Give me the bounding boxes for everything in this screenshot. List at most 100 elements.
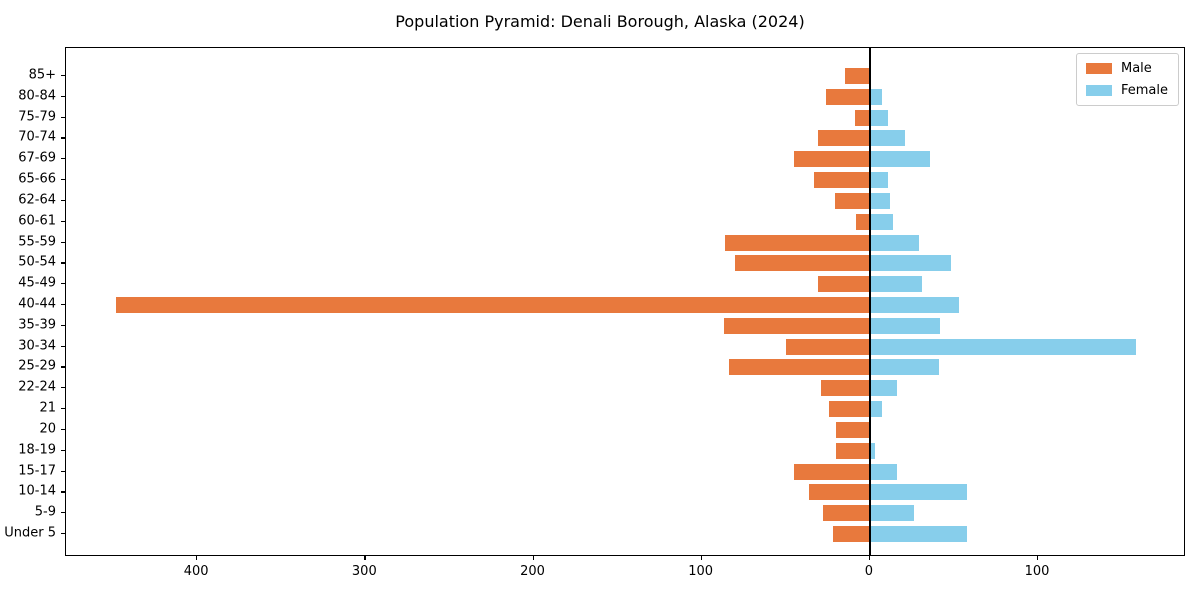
y-axis-label-40-44: 40-44: [18, 296, 56, 312]
y-axis-label-62-64: 62-64: [18, 192, 56, 208]
bar-male-21: [829, 401, 870, 418]
bar-female-10-14: [869, 484, 968, 501]
y-tick-mark: [61, 283, 65, 285]
bar-female-5-9: [869, 505, 914, 522]
y-tick-mark: [61, 199, 65, 202]
bar-female-under-5: [869, 526, 968, 542]
y-axis-label-67-69: 67-69: [18, 150, 56, 166]
plot-area: Male Female: [65, 47, 1185, 556]
bar-male-40-44: [116, 297, 870, 313]
female-legend-swatch: [1085, 85, 1112, 96]
x-axis-label-100-right: 100: [1024, 564, 1050, 579]
bar-male-25-29: [728, 359, 870, 376]
x-tick-mark: [532, 556, 534, 560]
bar-male-45-49: [817, 276, 870, 293]
bar-male-35-39: [723, 317, 870, 334]
y-tick-mark: [61, 304, 65, 306]
male-legend-label: Male: [1120, 61, 1152, 76]
bar-female-62-64: [869, 192, 891, 209]
bar-female-75-79: [869, 109, 889, 126]
bar-male-5-9: [822, 505, 870, 522]
y-tick-mark: [61, 75, 65, 77]
y-axis-label-70-74: 70-74: [18, 129, 56, 145]
bar-female-35-39: [869, 317, 941, 334]
x-axis-label-200-left: 200: [520, 564, 545, 579]
bar-female-50-54: [869, 255, 951, 272]
y-axis-label-20: 20: [39, 421, 56, 437]
x-axis-label-0-right: 0: [864, 564, 873, 579]
y-axis-label-85+: 85+: [28, 67, 56, 83]
chart-title: Population Pyramid: Denali Borough, Alas…: [395, 12, 805, 31]
y-axis-label-65-66: 65-66: [18, 171, 56, 187]
bar-male-80-84: [826, 88, 870, 105]
y-axis-label-25-29: 25-29: [18, 358, 56, 374]
x-axis-label-400-left: 400: [183, 564, 209, 579]
x-axis-label-100-left: 100: [688, 564, 714, 579]
y-axis-label-35-39: 35-39: [18, 317, 56, 333]
bar-male-10-14: [809, 484, 870, 501]
y-tick-mark: [61, 220, 65, 222]
zero-axis-line: [869, 48, 871, 555]
y-axis-label-80-84: 80-84: [18, 88, 56, 104]
y-axis-label-45-49: 45-49: [18, 275, 56, 291]
bar-female-55-59: [869, 234, 919, 251]
x-tick-mark: [196, 556, 198, 560]
legend: Male Female: [1075, 53, 1179, 106]
bar-male-67-69: [794, 151, 870, 168]
y-axis-label-60-61: 60-61: [18, 213, 56, 229]
y-tick-mark: [61, 345, 65, 347]
bar-male-15-17: [794, 463, 870, 480]
y-tick-mark: [61, 449, 65, 451]
y-axis-label-under-5: Under 5: [4, 525, 56, 541]
x-tick-mark: [1037, 556, 1039, 560]
y-axis-label-55-59: 55-59: [18, 234, 56, 250]
legend-item-female: Female: [1085, 83, 1168, 98]
y-tick-mark: [61, 408, 65, 410]
bar-female-60-61: [869, 213, 894, 230]
y-tick-mark: [61, 116, 65, 118]
bar-female-18-19: [869, 442, 875, 459]
bar-male-75-79: [854, 109, 870, 126]
y-tick-mark: [61, 324, 65, 326]
y-axis-label-50-54: 50-54: [18, 254, 56, 270]
y-tick-mark: [61, 241, 65, 243]
female-legend-label: Female: [1120, 83, 1168, 98]
y-axis-label-10-14: 10-14: [18, 483, 56, 499]
y-tick-mark: [61, 470, 65, 472]
bar-female-22-24: [869, 380, 897, 397]
bar-female-15-17: [869, 463, 897, 480]
bar-male-under-5: [832, 526, 870, 542]
bar-female-30-34: [869, 338, 1136, 355]
bar-male-85+: [844, 68, 870, 84]
bar-female-80-84: [869, 88, 882, 105]
bar-female-67-69: [869, 151, 931, 168]
y-tick-mark: [61, 95, 65, 97]
y-tick-mark: [61, 512, 65, 514]
y-tick-mark: [61, 137, 65, 139]
bar-female-65-66: [869, 172, 889, 189]
y-axis-label-18-19: 18-19: [18, 442, 56, 458]
y-axis-label-5-9: 5-9: [34, 504, 56, 520]
y-axis-label-75-79: 75-79: [18, 109, 56, 125]
y-tick-mark: [61, 533, 65, 535]
y-tick-mark: [61, 428, 65, 431]
bar-female-45-49: [869, 276, 922, 293]
bar-female-21: [869, 401, 882, 418]
bar-female-25-29: [869, 359, 939, 376]
bar-male-18-19: [836, 442, 870, 459]
y-axis-label-21: 21: [39, 400, 56, 416]
y-tick-mark: [61, 262, 65, 264]
bar-male-62-64: [834, 192, 870, 209]
x-tick-mark: [364, 556, 366, 560]
x-tick-mark: [700, 556, 702, 560]
bar-male-55-59: [725, 234, 870, 251]
male-legend-swatch: [1085, 63, 1112, 74]
y-tick-mark: [61, 179, 65, 181]
y-axis-label-15-17: 15-17: [18, 463, 56, 479]
bar-female-40-44: [869, 297, 959, 313]
y-tick-mark: [61, 158, 65, 160]
bar-male-30-34: [785, 338, 870, 355]
legend-item-male: Male: [1085, 61, 1168, 76]
y-tick-mark: [61, 387, 65, 389]
